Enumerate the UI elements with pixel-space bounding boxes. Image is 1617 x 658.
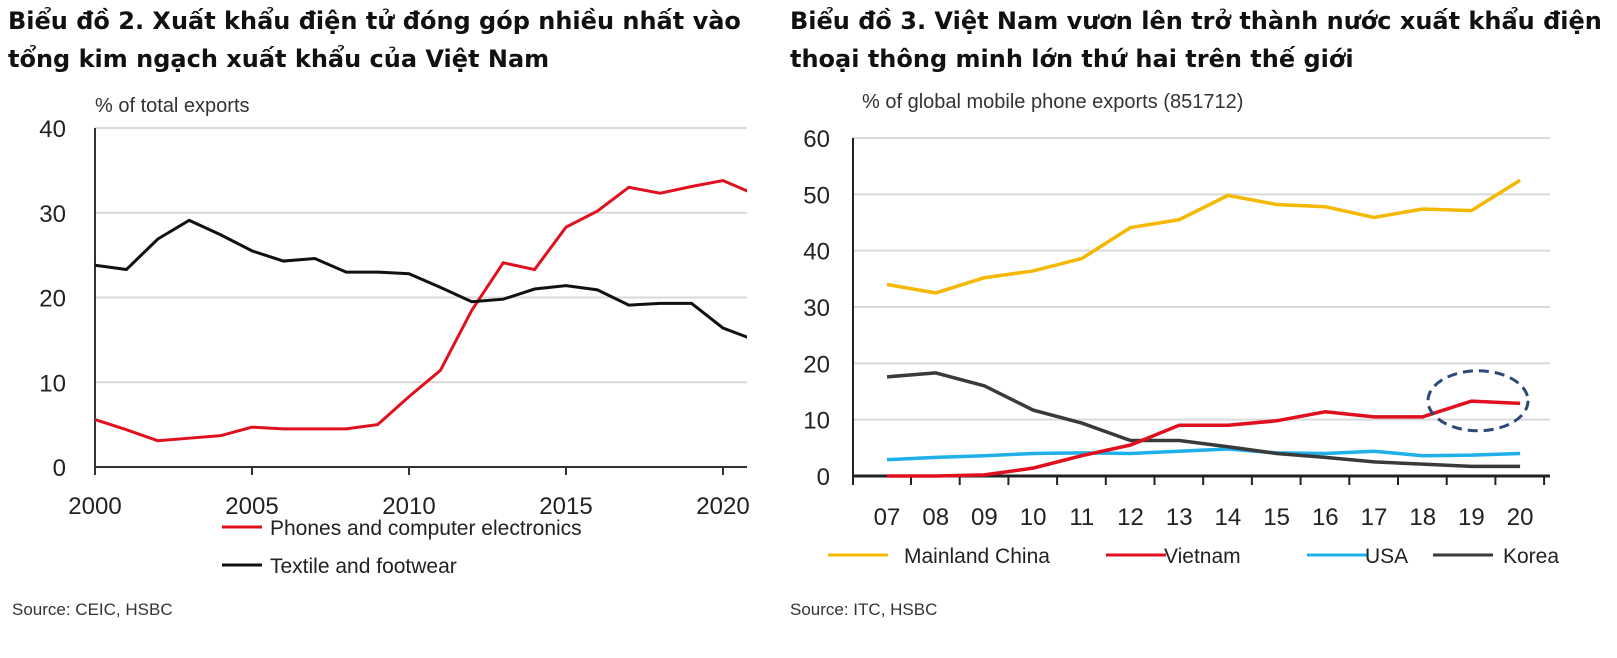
y-tick-label: 20 (803, 351, 830, 378)
series-line-usa (886, 447, 1521, 462)
x-tick-label: 13 (1166, 504, 1193, 531)
y-tick-label: 10 (803, 408, 830, 435)
legend-label: USA (1365, 545, 1408, 568)
y-tick-label: 20 (39, 286, 66, 313)
series-line-vietnam (887, 399, 1521, 478)
y-axis-label: % of total exports (95, 95, 250, 117)
chart2-source: Source: CEIC, HSBC (12, 600, 173, 619)
x-tick-label: 2000 (68, 493, 121, 520)
chart3-title: Biểu đồ 3. Việt Nam vươn lên trở thành n… (790, 7, 1602, 73)
x-tick-label: 14 (1215, 504, 1242, 531)
chart3-source: Source: ITC, HSBC (790, 600, 938, 619)
x-tick-label: 09 (971, 504, 998, 531)
x-tick-label: 15 (1263, 504, 1290, 531)
y-tick-label: 0 (53, 455, 66, 482)
y-tick-label: 30 (39, 201, 66, 228)
x-tick-label: 2015 (539, 493, 592, 520)
series-line-korea (886, 371, 1521, 469)
x-tick-label: 2010 (382, 493, 435, 520)
legend-label: Textile and footwear (270, 555, 457, 578)
x-tick-label: 08 (922, 504, 949, 531)
y-tick-label: 50 (803, 182, 830, 209)
x-tick-label: 2005 (225, 493, 278, 520)
y-tick-label: 40 (39, 116, 66, 143)
y-tick-label: 30 (803, 295, 830, 322)
legend-label: Vietnam (1164, 545, 1241, 568)
x-tick-label: 17 (1361, 504, 1388, 531)
y-tick-label: 60 (803, 126, 830, 153)
x-tick-label: 07 (874, 504, 901, 531)
highlight-ellipse (1426, 369, 1530, 433)
legend-label: Korea (1503, 545, 1559, 568)
x-tick-label: 16 (1312, 504, 1339, 531)
x-tick-label: 12 (1117, 504, 1144, 531)
x-tick-label: 18 (1409, 504, 1436, 531)
x-tick-label: 2020 (696, 493, 749, 520)
x-tick-label: 10 (1020, 504, 1047, 531)
chart2-title: Biểu đồ 2. Xuất khẩu điện tử đóng góp nh… (8, 7, 741, 73)
x-tick-label: 11 (1069, 504, 1094, 531)
x-tick-label: 19 (1458, 504, 1485, 531)
series-line-textile (95, 218, 747, 339)
y-tick-label: 10 (39, 370, 66, 397)
y-axis-label: % of global mobile phone exports (851712… (862, 91, 1243, 113)
y-tick-label: 40 (803, 239, 830, 266)
legend-label: Mainland China (904, 545, 1050, 568)
y-tick-label: 0 (817, 464, 830, 491)
x-tick-label: 20 (1507, 504, 1534, 531)
series-line-mainland-china (886, 178, 1522, 295)
legend-label: Phones and computer electronics (270, 517, 582, 540)
series-line-phones (95, 178, 747, 443)
